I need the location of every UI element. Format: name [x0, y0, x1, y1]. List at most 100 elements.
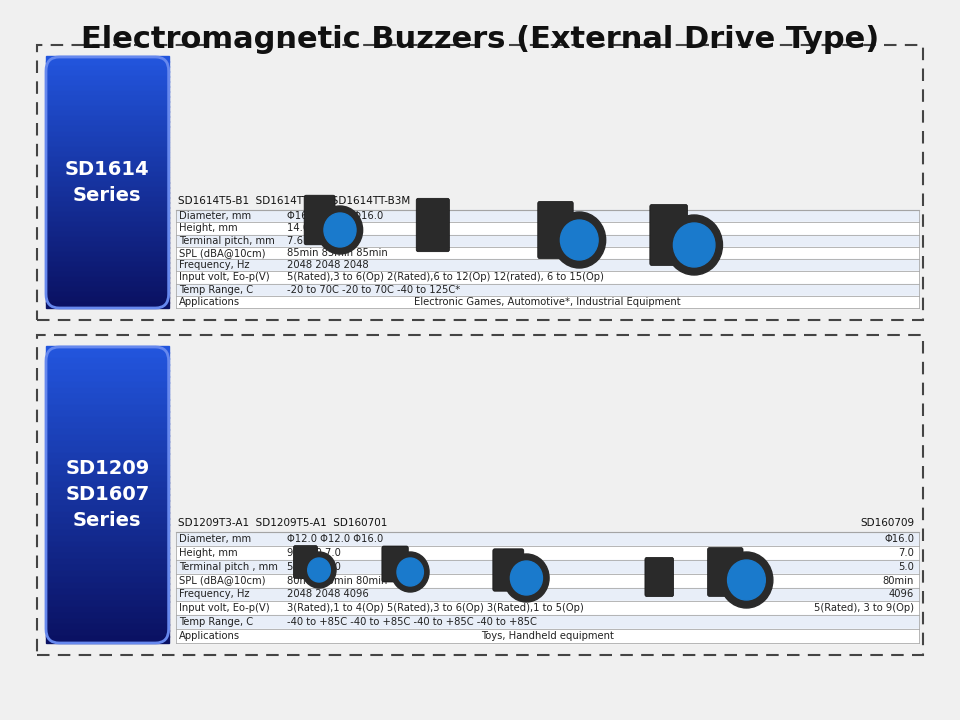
- Text: -40 to +85C -40 to +85C -40 to +85C -40 to +85C: -40 to +85C -40 to +85C -40 to +85C -40 …: [287, 617, 537, 627]
- Bar: [46, 500, 169, 507]
- Bar: [46, 181, 169, 187]
- Text: Terminal pitch , mm: Terminal pitch , mm: [179, 562, 277, 572]
- Bar: [46, 232, 169, 238]
- Circle shape: [397, 558, 423, 586]
- Bar: [46, 166, 169, 173]
- Bar: [46, 541, 169, 549]
- Bar: [46, 267, 169, 273]
- Bar: [46, 257, 169, 263]
- Bar: [46, 56, 169, 62]
- Bar: [46, 482, 169, 489]
- Bar: [46, 600, 169, 608]
- Bar: [177, 222, 919, 235]
- Circle shape: [392, 552, 429, 592]
- Text: Electromagnetic Buzzers (External Drive Type): Electromagnetic Buzzers (External Drive …: [81, 25, 879, 54]
- Bar: [177, 532, 919, 546]
- Bar: [46, 631, 169, 637]
- Bar: [46, 382, 169, 389]
- FancyBboxPatch shape: [382, 546, 408, 582]
- Text: 2048 2048 4096: 2048 2048 4096: [287, 590, 369, 600]
- Bar: [46, 157, 169, 163]
- Bar: [46, 530, 169, 536]
- Bar: [46, 453, 169, 459]
- Bar: [177, 259, 919, 271]
- Text: Applications: Applications: [179, 297, 240, 307]
- Bar: [46, 272, 169, 278]
- Bar: [46, 287, 169, 293]
- Bar: [46, 207, 169, 212]
- Bar: [46, 571, 169, 578]
- Bar: [46, 112, 169, 117]
- Text: 5.0 5.0 5.0: 5.0 5.0 5.0: [287, 562, 341, 572]
- Text: 14.0 14.0 14.0: 14.0 14.0 14.0: [287, 223, 359, 233]
- Bar: [46, 297, 169, 303]
- Bar: [46, 66, 169, 72]
- Text: 9.0 9.0 7.0: 9.0 9.0 7.0: [287, 548, 341, 558]
- Text: Temp Range, C: Temp Range, C: [179, 617, 253, 627]
- Bar: [46, 292, 169, 298]
- Bar: [46, 302, 169, 308]
- Text: Electronic Games, Automotive*, Industrial Equipment: Electronic Games, Automotive*, Industria…: [414, 297, 681, 307]
- Text: SD160709: SD160709: [860, 518, 914, 528]
- Bar: [46, 494, 169, 501]
- Bar: [177, 629, 919, 643]
- FancyBboxPatch shape: [417, 198, 449, 252]
- Bar: [177, 601, 919, 616]
- Bar: [46, 132, 169, 138]
- Bar: [46, 387, 169, 395]
- Bar: [46, 152, 169, 158]
- Bar: [46, 506, 169, 513]
- Bar: [46, 624, 169, 631]
- Text: 5.0: 5.0: [899, 562, 914, 572]
- Bar: [46, 176, 169, 182]
- Text: 5(Rated), 3 to 9(Op): 5(Rated), 3 to 9(Op): [814, 603, 914, 613]
- Text: Φ16.0: Φ16.0: [884, 534, 914, 544]
- Circle shape: [511, 561, 542, 595]
- Circle shape: [318, 206, 363, 254]
- FancyBboxPatch shape: [645, 557, 674, 597]
- Circle shape: [553, 212, 606, 268]
- Bar: [177, 296, 919, 308]
- Text: Frequency, Hz: Frequency, Hz: [179, 590, 250, 600]
- Bar: [46, 81, 169, 87]
- Bar: [46, 237, 169, 243]
- Text: 5(Rated),3 to 6(Op) 2(Rated),6 to 12(Op) 12(rated), 6 to 15(Op): 5(Rated),3 to 6(Op) 2(Rated),6 to 12(Op)…: [287, 272, 604, 282]
- Bar: [46, 137, 169, 143]
- Bar: [46, 107, 169, 112]
- Circle shape: [308, 558, 330, 582]
- Text: Φ16.0 Φ16.0 Φ16.0: Φ16.0 Φ16.0 Φ16.0: [287, 211, 383, 221]
- Bar: [46, 554, 169, 560]
- Bar: [46, 435, 169, 442]
- Text: SD1614T5-B1  SD1614TT-B1  SD1614TT-B3M: SD1614T5-B1 SD1614TT-B1 SD1614TT-B3M: [179, 196, 410, 206]
- Circle shape: [720, 552, 773, 608]
- Bar: [46, 394, 169, 400]
- Bar: [46, 217, 169, 222]
- Bar: [46, 127, 169, 132]
- Text: Toys, Handheld equipment: Toys, Handheld equipment: [481, 631, 613, 641]
- Text: SD1614: SD1614: [65, 160, 150, 179]
- FancyBboxPatch shape: [538, 202, 573, 258]
- Text: SPL (dBA@10cm): SPL (dBA@10cm): [179, 248, 266, 258]
- Bar: [46, 488, 169, 495]
- Circle shape: [673, 223, 715, 267]
- Bar: [46, 346, 169, 353]
- FancyBboxPatch shape: [304, 195, 335, 245]
- Bar: [46, 512, 169, 518]
- Bar: [46, 242, 169, 248]
- FancyBboxPatch shape: [294, 546, 318, 578]
- Text: SD1209: SD1209: [65, 459, 150, 479]
- Bar: [46, 212, 169, 217]
- Bar: [46, 429, 169, 436]
- Bar: [46, 583, 169, 590]
- Bar: [46, 459, 169, 465]
- Bar: [46, 370, 169, 377]
- Circle shape: [504, 554, 549, 602]
- Bar: [177, 616, 919, 629]
- Bar: [177, 271, 919, 284]
- Text: Diameter, mm: Diameter, mm: [179, 211, 252, 221]
- Bar: [46, 71, 169, 77]
- Bar: [46, 91, 169, 97]
- Text: 80min 80min 80min: 80min 80min 80min: [287, 575, 387, 585]
- Bar: [46, 447, 169, 454]
- Bar: [46, 613, 169, 619]
